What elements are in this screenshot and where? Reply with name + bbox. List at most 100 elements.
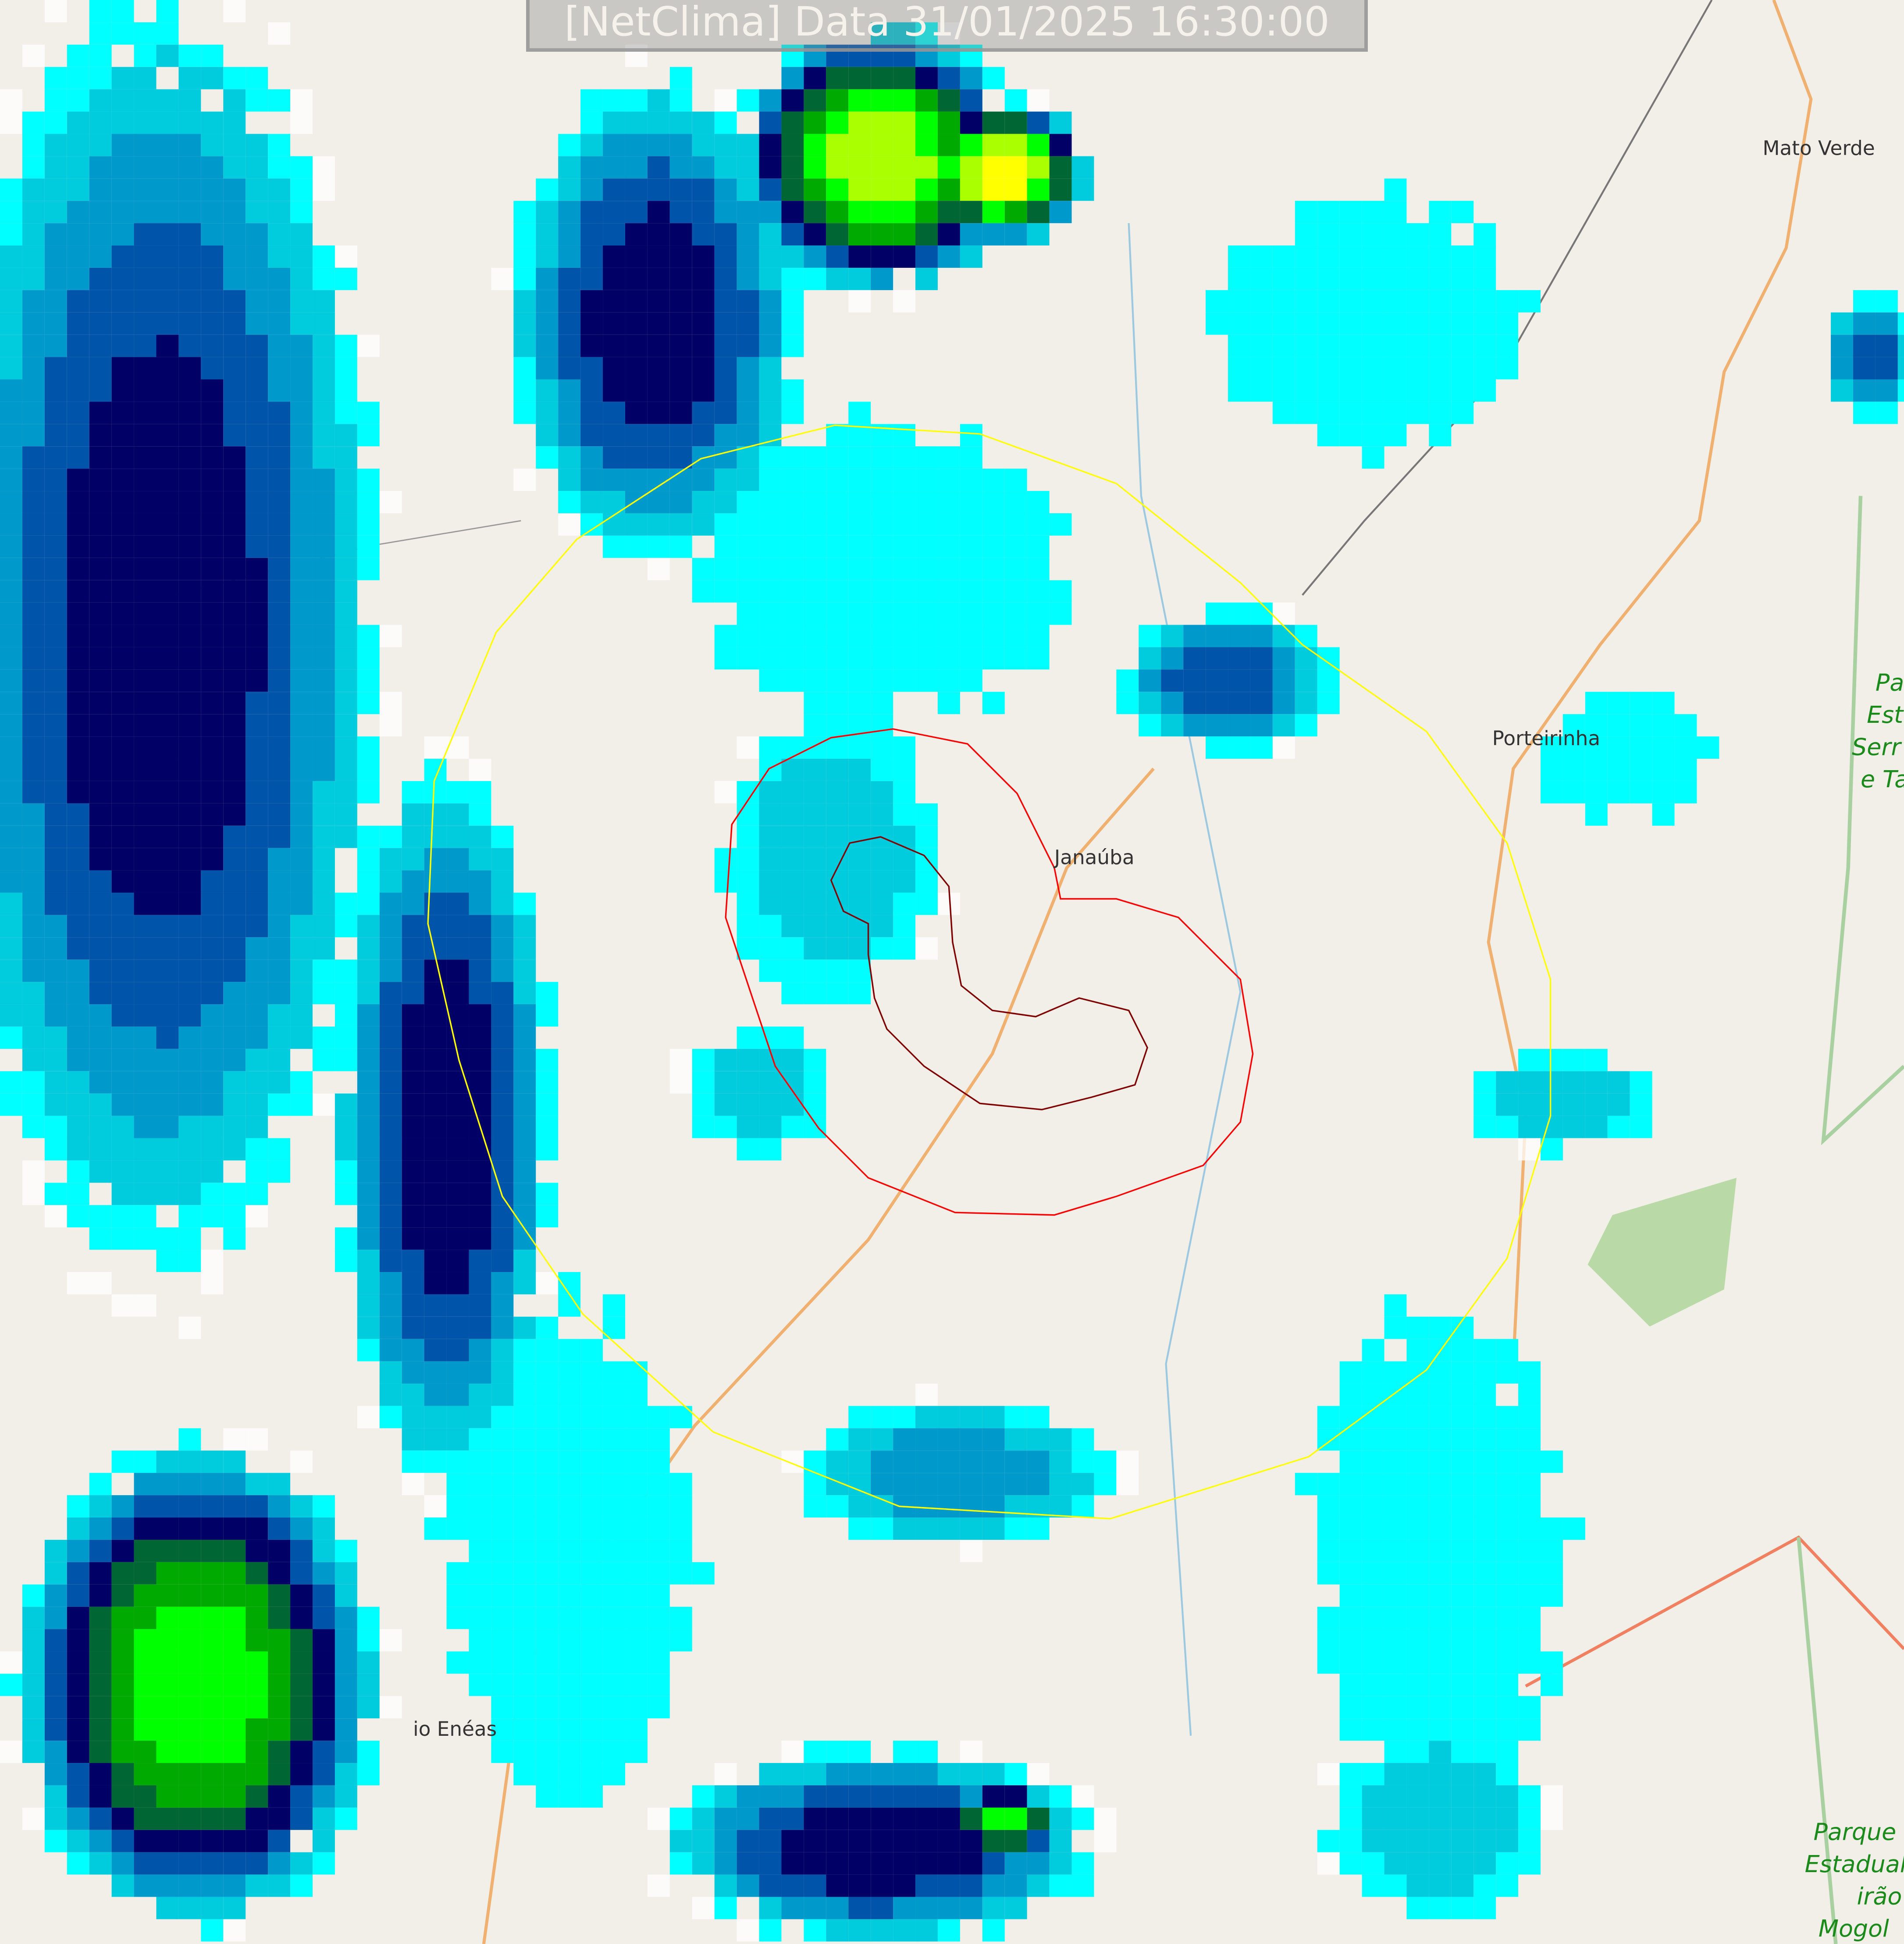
radar-cell (1384, 223, 1407, 246)
radar-cell (1541, 1562, 1563, 1585)
radar-cell (22, 714, 45, 737)
radar-cell (1317, 1763, 1340, 1785)
radar-cell (536, 1495, 559, 1518)
radar-cell (915, 535, 938, 558)
radar-cell (759, 201, 782, 224)
radar-cell (312, 1629, 335, 1652)
radar-cell (0, 89, 22, 112)
radar-cell (826, 1919, 849, 1942)
radar-cell (759, 1874, 782, 1897)
radar-cell (669, 1048, 692, 1071)
radar-cell (692, 580, 715, 603)
radar-cell (871, 781, 893, 803)
radar-cell (669, 357, 692, 380)
radar-cell (223, 1071, 246, 1094)
radar-cell (290, 1026, 313, 1049)
radar-cell (580, 1718, 603, 1741)
radar-cell (491, 1473, 514, 1496)
radar-cell (759, 379, 782, 402)
radar-cell (67, 1629, 89, 1652)
radar-cell (268, 736, 291, 759)
radar-cell (134, 1807, 157, 1830)
radar-cell (513, 1406, 536, 1429)
radar-cell (246, 402, 268, 424)
radar-cell (22, 825, 45, 848)
radar-cell (290, 1584, 313, 1607)
radar-cell (603, 1763, 625, 1785)
radar-cell (1384, 1763, 1407, 1785)
radar-cell (44, 1004, 67, 1027)
radar-cell (647, 491, 670, 513)
radar-cell (1004, 1785, 1027, 1808)
radar-cell (246, 1093, 268, 1116)
radar-cell (871, 647, 893, 670)
radar-cell (781, 825, 804, 848)
radar-cell (67, 1183, 89, 1205)
radar-cell (201, 1518, 224, 1540)
radar-cell (1562, 1071, 1585, 1094)
radar-cell (937, 245, 960, 268)
radar-cell (290, 848, 313, 871)
radar-cell (1339, 223, 1362, 246)
radar-cell (469, 870, 491, 893)
radar-cell (111, 1807, 134, 1830)
radar-cell (44, 1696, 67, 1719)
radar-cell (781, 267, 804, 290)
radar-cell (156, 1874, 179, 1897)
radar-cell (603, 513, 625, 536)
radar-cell (1317, 1629, 1340, 1652)
radar-cell (960, 1741, 982, 1763)
radar-cell (982, 67, 1005, 89)
radar-cell (960, 1830, 982, 1852)
radar-cell (424, 736, 447, 759)
radar-cell (848, 937, 871, 960)
radar-cell (1317, 1406, 1340, 1429)
radar-cell (134, 1852, 157, 1875)
radar-cell (1697, 736, 1719, 759)
radar-cell (491, 1205, 514, 1228)
radar-cell (246, 982, 268, 1005)
radar-cell (0, 803, 22, 826)
radar-cell (1429, 267, 1452, 290)
radar-cell (1630, 1116, 1652, 1138)
radar-cell (603, 1406, 625, 1429)
radar-cell (178, 402, 201, 424)
radar-cell (89, 245, 112, 268)
radar-cell (290, 1651, 313, 1674)
radar-cell (781, 1026, 804, 1049)
radar-cell (268, 892, 291, 915)
radar-cell (44, 825, 67, 848)
radar-cell (1496, 1093, 1519, 1116)
radar-cell (1384, 1718, 1407, 1741)
radar-cell (268, 1048, 291, 1071)
radar-cell (647, 1406, 670, 1429)
radar-cell (1384, 178, 1407, 201)
radar-cell (178, 625, 201, 647)
radar-cell (1652, 736, 1675, 759)
radar-cell (513, 1495, 536, 1518)
radar-cell (1339, 1807, 1362, 1830)
radar-cell (804, 960, 826, 982)
radar-cell (0, 312, 22, 335)
radar-cell (223, 1539, 246, 1562)
radar-cell (134, 692, 157, 714)
radar-cell (1295, 692, 1317, 714)
radar-cell (178, 1473, 201, 1496)
radar-cell (379, 1116, 402, 1138)
radar-cell (44, 267, 67, 290)
radar-cell (1339, 1495, 1362, 1518)
radar-cell (848, 1897, 871, 1919)
radar-cell (513, 1741, 536, 1763)
radar-cell (1250, 245, 1273, 268)
radar-cell (22, 424, 45, 447)
radar-cell (625, 334, 648, 357)
radar-cell (1853, 312, 1876, 335)
radar-cell (469, 1562, 491, 1585)
radar-cell (379, 892, 402, 915)
radar-cell (246, 245, 268, 268)
radar-cell (937, 446, 960, 469)
radar-cell (89, 1584, 112, 1607)
radar-cell (1496, 1785, 1519, 1808)
radar-cell (424, 892, 447, 915)
